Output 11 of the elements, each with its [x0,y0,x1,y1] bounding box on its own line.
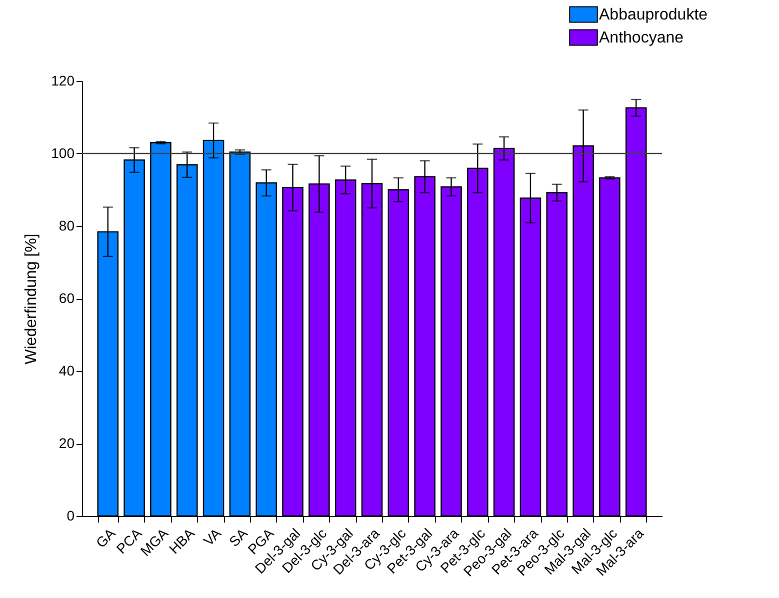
y-tick-label: 60 [58,290,75,306]
y-tick-label: 120 [51,72,75,88]
y-tick-label: 20 [58,435,75,451]
legend-label: Abbauprodukte [599,6,708,24]
y-tick-label: 80 [58,218,75,234]
legend-label: Anthocyane [599,30,684,46]
y-tick-label: 100 [51,145,75,161]
y-tick-label: 0 [66,508,75,524]
y-axis-title: Wiederfindung [%] [23,234,40,364]
x-tick-label: VA [200,524,224,549]
y-tick-label: 40 [58,362,75,378]
